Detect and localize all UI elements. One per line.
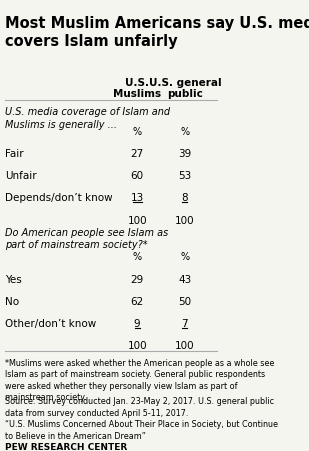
Text: Do American people see Islam as
part of mainstream society?*: Do American people see Islam as part of …	[5, 227, 168, 250]
Text: No: No	[5, 296, 19, 306]
Text: 100: 100	[175, 341, 195, 350]
Text: 29: 29	[131, 274, 144, 284]
Text: %: %	[180, 126, 189, 136]
Text: 100: 100	[127, 341, 147, 350]
Text: 53: 53	[178, 171, 192, 181]
Text: 7: 7	[182, 318, 188, 328]
Text: 100: 100	[127, 215, 147, 225]
Text: Fair: Fair	[5, 149, 23, 159]
Text: Depends/don’t know: Depends/don’t know	[5, 193, 112, 203]
Text: U.S. general
public: U.S. general public	[149, 78, 221, 99]
Text: U.S.
Muslims: U.S. Muslims	[113, 78, 161, 99]
Text: Other/don’t know: Other/don’t know	[5, 318, 96, 328]
Text: 43: 43	[178, 274, 192, 284]
Text: 27: 27	[131, 149, 144, 159]
Text: 39: 39	[178, 149, 192, 159]
Text: 62: 62	[131, 296, 144, 306]
Text: 13: 13	[131, 193, 144, 203]
Text: 9: 9	[134, 318, 141, 328]
Text: “U.S. Muslims Concerned About Their Place in Society, but Continue
to Believe in: “U.S. Muslims Concerned About Their Plac…	[5, 419, 278, 440]
Text: 8: 8	[182, 193, 188, 203]
Text: %: %	[133, 126, 142, 136]
Text: 60: 60	[131, 171, 144, 181]
Text: Source: Survey conducted Jan. 23-May 2, 2017. U.S. general public
data from surv: Source: Survey conducted Jan. 23-May 2, …	[5, 396, 274, 417]
Text: Most Muslim Americans say U.S. media
covers Islam unfairly: Most Muslim Americans say U.S. media cov…	[5, 16, 309, 49]
Text: 100: 100	[175, 215, 195, 225]
Text: *Muslims were asked whether the American people as a whole see
Islam as part of : *Muslims were asked whether the American…	[5, 358, 274, 401]
Text: %: %	[133, 252, 142, 262]
Text: U.S. media coverage of Islam and
Muslims is generally ...: U.S. media coverage of Islam and Muslims…	[5, 107, 170, 129]
Text: Unfair: Unfair	[5, 171, 36, 181]
Text: %: %	[180, 252, 189, 262]
Text: 50: 50	[178, 296, 192, 306]
Text: PEW RESEARCH CENTER: PEW RESEARCH CENTER	[5, 442, 127, 451]
Text: Yes: Yes	[5, 274, 22, 284]
